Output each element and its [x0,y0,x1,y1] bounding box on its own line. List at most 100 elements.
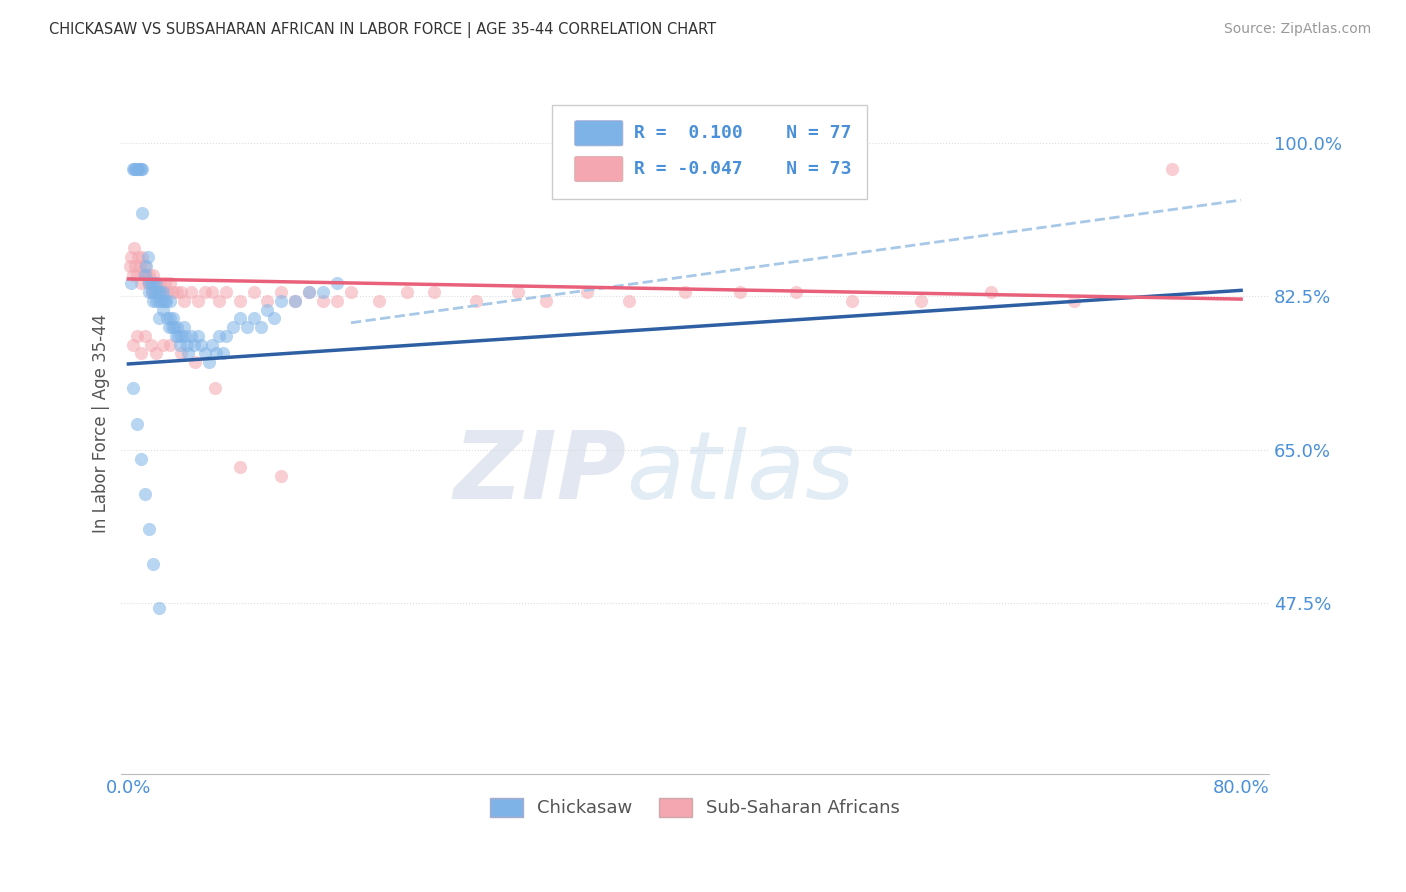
Point [534,293,557,308]
Point [145,346,167,360]
Point [187,329,209,343]
Point [138,522,160,536]
Point [121,268,143,282]
Point [249,320,271,334]
Point [166,320,188,334]
Point [284,293,307,308]
Point [730,285,752,299]
Point [129,162,152,177]
Point [215,329,238,343]
Point [298,285,321,299]
Point [143,285,166,299]
FancyBboxPatch shape [575,120,623,146]
Point [131,162,153,177]
Point [326,293,349,308]
FancyBboxPatch shape [575,156,623,182]
Point [139,277,162,291]
Point [135,259,157,273]
Point [121,162,143,177]
Point [152,285,174,299]
Point [134,486,156,500]
Point [159,293,181,308]
Text: atlas: atlas [626,427,855,518]
Point [134,259,156,273]
Point [201,285,224,299]
Point [127,250,149,264]
Point [270,469,292,483]
Point [159,311,181,326]
Point [141,285,163,299]
Point [122,162,145,177]
Point [204,382,226,396]
Text: CHICKASAW VS SUBSAHARAN AFRICAN IN LABOR FORCE | AGE 35-44 CORRELATION CHART: CHICKASAW VS SUBSAHARAN AFRICAN IN LABOR… [49,22,716,38]
Point [153,293,176,308]
Point [125,417,148,431]
Point [222,320,245,334]
Point [125,268,148,282]
Y-axis label: In Labor Force | Age 35-44: In Labor Force | Age 35-44 [93,314,110,533]
Point [162,311,184,326]
Point [170,329,193,343]
Point [159,277,181,291]
Point [156,311,179,326]
Point [312,293,335,308]
Point [136,277,159,291]
Point [129,451,152,466]
Point [125,162,148,177]
Point [125,329,148,343]
Point [122,241,145,255]
Point [120,277,142,291]
Point [134,268,156,282]
Point [170,285,193,299]
Point [215,285,238,299]
Point [142,293,165,308]
Point [910,293,932,308]
Point [163,320,186,334]
Point [785,285,807,299]
Point [148,293,170,308]
Point [326,277,349,291]
Point [118,259,141,273]
Point [184,355,207,369]
Point [165,329,187,343]
Point [145,285,167,299]
Point [173,293,195,308]
Point [138,277,160,291]
Point [138,268,160,282]
Point [284,293,307,308]
Point [256,293,278,308]
Point [136,250,159,264]
Point [148,600,170,615]
Point [395,285,418,299]
Point [180,329,202,343]
Point [149,285,172,299]
FancyBboxPatch shape [551,104,868,199]
Point [1160,162,1182,177]
Point [157,320,180,334]
Point [146,285,169,299]
Point [174,329,197,343]
Point [166,285,188,299]
Point [367,293,389,308]
Point [170,346,193,360]
Point [617,293,640,308]
Point [187,293,209,308]
Point [242,311,264,326]
Point [201,337,224,351]
Text: ZIP: ZIP [454,426,626,518]
Point [208,329,231,343]
Point [423,285,446,299]
Text: Source: ZipAtlas.com: Source: ZipAtlas.com [1223,22,1371,37]
Point [150,285,173,299]
Point [134,329,156,343]
Point [160,320,183,334]
Point [177,346,200,360]
Point [190,337,212,351]
Point [1063,293,1085,308]
Point [121,382,143,396]
Point [139,337,162,351]
Point [312,285,335,299]
Point [150,293,173,308]
Point [208,293,231,308]
Point [162,285,184,299]
